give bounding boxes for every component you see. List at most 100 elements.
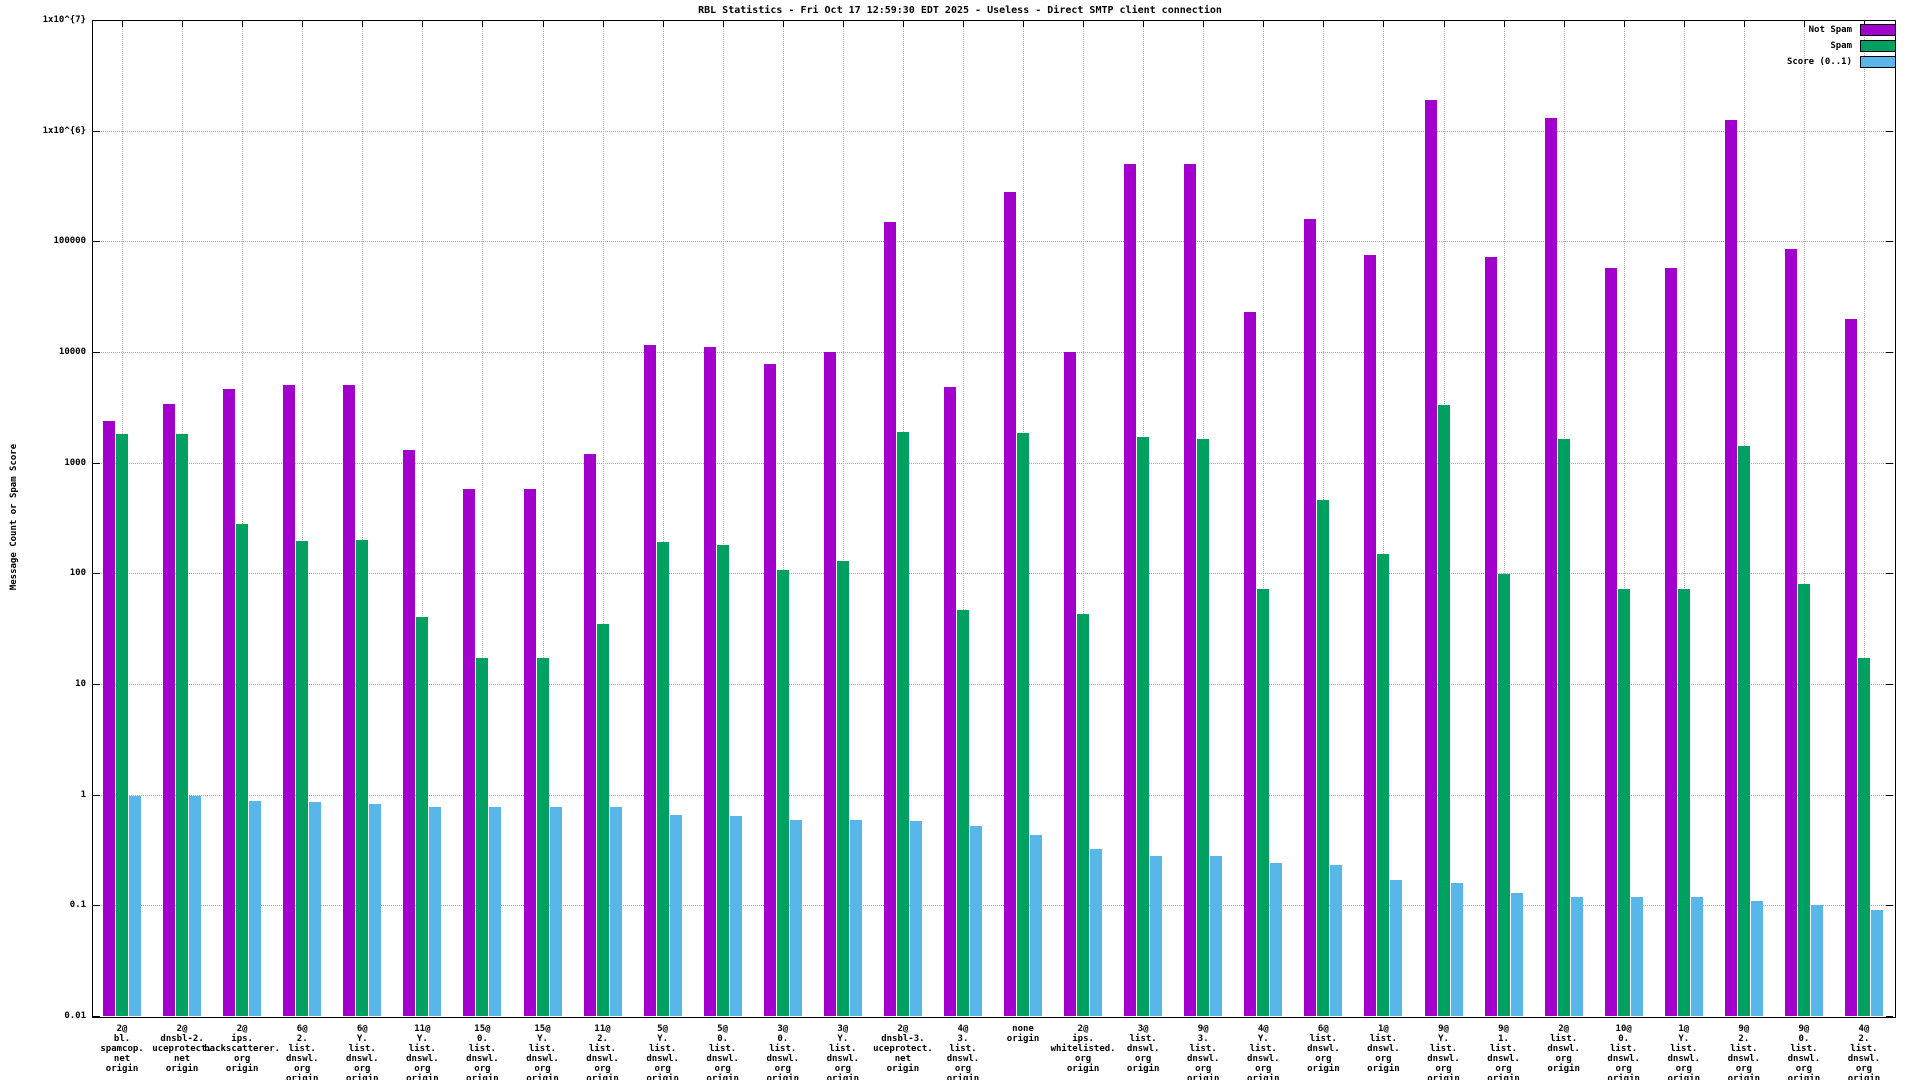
bar-score <box>429 806 442 1016</box>
bar-not-spam <box>1724 119 1737 1016</box>
bar-spam <box>776 569 789 1016</box>
y-tick-label: 1x10^{6} <box>42 125 86 136</box>
bar-not-spam <box>403 450 416 1016</box>
x-tickmark-top <box>182 21 184 27</box>
y-tick-label: 1000 <box>64 457 86 468</box>
bar-spam <box>1137 437 1150 1016</box>
bar-spam <box>116 434 129 1016</box>
bar-not-spam <box>703 347 716 1016</box>
y-tick-label: 100000 <box>53 236 86 247</box>
bar-not-spam <box>1484 257 1497 1016</box>
bar-score <box>369 803 382 1016</box>
y-tickmark-left <box>93 462 100 464</box>
bar-not-spam <box>1544 118 1557 1016</box>
y-axis-label: Message Count or Spam Score <box>9 443 19 591</box>
x-tickmark-top <box>1443 21 1445 27</box>
bar-spam <box>1617 589 1630 1016</box>
y-tickmark-left <box>93 20 100 21</box>
bar-spam <box>1197 438 1210 1016</box>
x-tick-label: 10@ 0. list. dnswl. org origin <box>1607 1024 1640 1080</box>
gridline-vertical <box>482 20 484 1016</box>
legend-row: Spam <box>1830 40 1896 52</box>
y-tickmark-right <box>1886 462 1893 464</box>
bar-not-spam <box>1424 99 1437 1016</box>
bar-spam <box>476 658 489 1016</box>
bar-score <box>249 800 262 1016</box>
bar-spam <box>656 542 669 1016</box>
bar-score <box>849 820 862 1016</box>
bar-not-spam <box>1664 268 1677 1016</box>
gridline-horizontal <box>92 462 1894 464</box>
bar-not-spam <box>1244 311 1257 1016</box>
bar-not-spam <box>163 403 176 1016</box>
x-tick-label: 4@ Y. list. dnswl. org origin <box>1247 1024 1280 1080</box>
bar-not-spam <box>583 453 596 1016</box>
bar-score <box>1630 896 1643 1016</box>
y-tick-label: 10000 <box>58 347 86 357</box>
bar-score <box>1030 835 1043 1016</box>
x-tick-label: 3@ Y. list. dnswl. org origin <box>826 1024 860 1080</box>
x-tick-label: 6@ list. dnswl. org origin <box>1307 1024 1340 1074</box>
y-tickmark-right <box>1886 573 1893 575</box>
gridline-horizontal <box>92 130 1894 132</box>
x-tickmark-top <box>1563 21 1565 27</box>
bar-score <box>189 796 202 1016</box>
y-tickmark-left <box>93 684 100 685</box>
x-tick-label: 9@ 3. list. dnswl. org origin <box>1186 1024 1220 1080</box>
bar-score <box>1570 896 1583 1016</box>
gridline-vertical <box>662 20 664 1016</box>
bar-not-spam <box>283 385 296 1016</box>
bar-not-spam <box>1784 249 1797 1016</box>
x-tickmark-top <box>242 21 244 27</box>
bar-spam <box>1797 584 1810 1016</box>
y-tickmark-right <box>1886 20 1893 21</box>
x-tickmark-top <box>1743 21 1745 27</box>
bar-spam <box>1377 553 1390 1016</box>
bar-spam <box>356 540 369 1016</box>
bar-spam <box>1857 658 1870 1016</box>
x-tickmark-top <box>842 21 844 27</box>
x-tick-label: 9@ 0. list. dnswl. org origin <box>1787 1024 1821 1080</box>
bar-score <box>309 802 322 1016</box>
bar-score <box>489 807 502 1016</box>
bar-not-spam <box>643 345 656 1016</box>
y-tickmark-right <box>1886 905 1893 907</box>
x-tick-label: 2@ ips. backscatterer. org origin <box>204 1024 281 1074</box>
bar-not-spam <box>1604 268 1617 1016</box>
x-tick-label: 4@ 2. list. dnswl. org origin <box>1847 1024 1881 1080</box>
y-tickmark-right <box>1886 684 1893 685</box>
x-tick-label: 1@ Y. list. dnswl. org origin <box>1667 1024 1701 1080</box>
bar-spam <box>1497 574 1510 1016</box>
legend-label: Not Spam <box>1808 25 1852 35</box>
bar-score <box>1690 896 1703 1016</box>
x-tickmark-top <box>122 21 124 27</box>
x-tick-label: 4@ 3. list. dnswl. org origin <box>946 1024 980 1080</box>
gridline-vertical <box>1503 20 1505 1016</box>
gridline-horizontal <box>92 794 1894 796</box>
y-tick-label: 10 <box>75 679 86 689</box>
bar-score <box>1330 865 1343 1016</box>
bar-spam <box>956 609 969 1016</box>
bar-score <box>969 826 982 1016</box>
bar-spam <box>1257 589 1270 1016</box>
x-tick-label: 2@ ips. whitelisted. org origin <box>1050 1024 1116 1074</box>
bar-spam <box>1737 446 1750 1016</box>
x-tick-label: 5@ 0. list. dnswl. org origin <box>706 1024 739 1080</box>
x-tick-label: 2@ dnsbl-2. uceprotect. net origin <box>152 1024 212 1074</box>
x-tickmark-top <box>602 21 604 27</box>
y-tickmark-right <box>1886 794 1893 796</box>
legend-label: Spam <box>1830 41 1852 51</box>
gridline-vertical <box>1263 20 1265 1016</box>
gridline-vertical <box>962 20 964 1016</box>
bar-not-spam <box>1004 191 1017 1016</box>
y-tickmark-left <box>93 794 100 796</box>
bar-not-spam <box>883 221 896 1016</box>
x-tickmark-top <box>1203 21 1205 27</box>
x-tickmark-top <box>362 21 364 27</box>
gridline-horizontal <box>92 352 1894 353</box>
x-tick-label: 2@ bl. spamcop. net origin <box>100 1024 144 1074</box>
y-tick-label: 1 <box>80 789 86 800</box>
bar-not-spam <box>343 385 356 1016</box>
legend-swatch-score-icon <box>1860 56 1896 68</box>
